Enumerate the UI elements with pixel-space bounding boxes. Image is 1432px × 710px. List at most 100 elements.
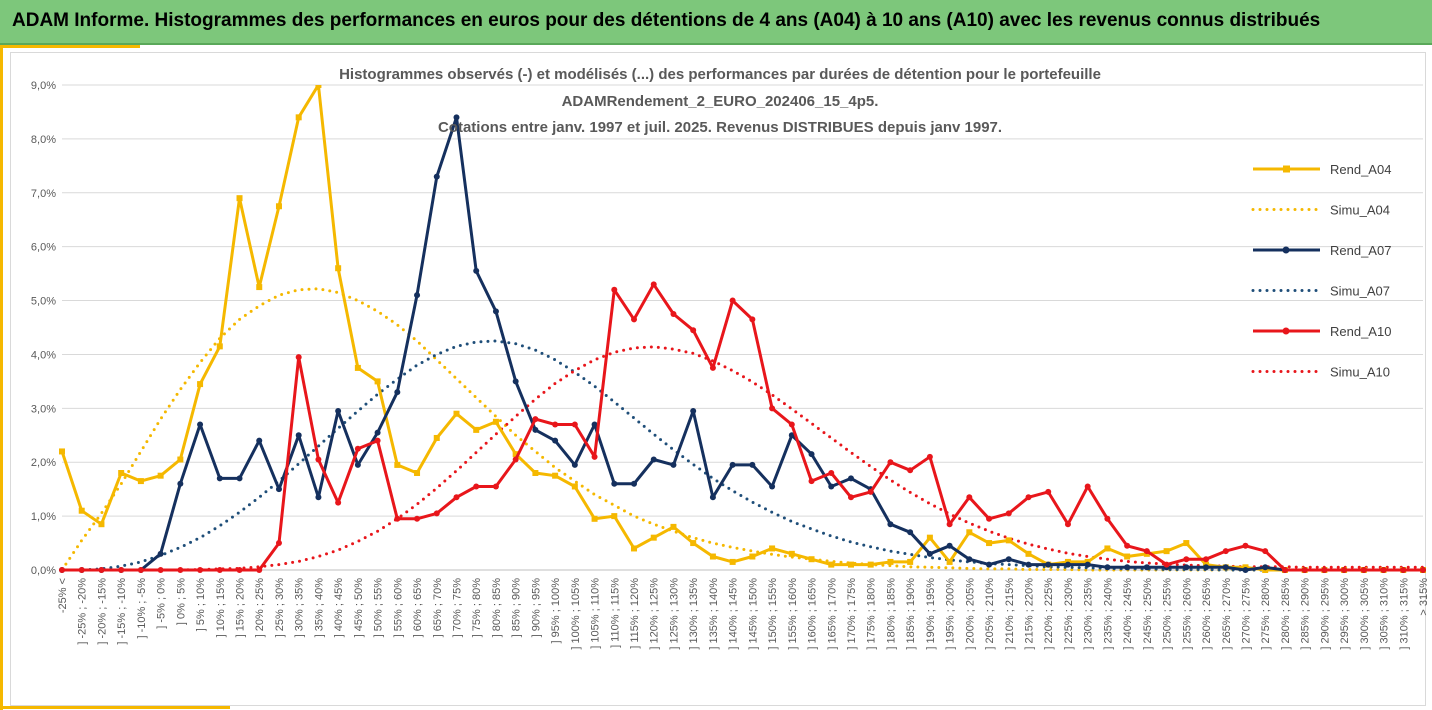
data-point [1025, 550, 1032, 557]
data-point [788, 432, 795, 439]
data-point [847, 494, 854, 501]
data-point [78, 567, 85, 573]
x-tick-label: ] 270% ; 275% [1240, 578, 1252, 650]
data-point [453, 494, 460, 501]
x-tick-label: ] 220% ; 225% [1043, 578, 1055, 650]
data-point [631, 480, 638, 487]
data-point [1242, 567, 1249, 573]
data-point [414, 470, 421, 476]
data-point [236, 475, 243, 482]
data-point [177, 567, 184, 573]
data-point [828, 470, 835, 476]
x-tick-label: ] 260% ; 265% [1201, 578, 1213, 650]
data-point [118, 567, 125, 573]
data-point [512, 451, 519, 458]
x-tick-label: ] 95% ; 100% [550, 578, 562, 644]
data-point [1045, 561, 1052, 568]
data-point [433, 434, 440, 441]
data-point [591, 453, 598, 460]
series-line-simu_a10 [60, 345, 1425, 572]
data-point [295, 432, 302, 439]
data-point [769, 483, 776, 490]
data-point [1143, 548, 1150, 555]
data-point [335, 499, 342, 506]
data-point [571, 483, 578, 490]
data-point [512, 456, 519, 463]
legend-label: Simu_A10 [1330, 365, 1390, 380]
chart-frame [10, 52, 1426, 706]
data-point [1222, 564, 1229, 571]
data-point [157, 550, 164, 557]
plot-area [59, 85, 1426, 573]
chart-title-line: Cotations entre janv. 1997 et juil. 2025… [438, 119, 1002, 136]
y-tick-label: 4,0% [31, 349, 56, 361]
data-point [946, 521, 953, 528]
data-point [256, 284, 263, 291]
data-point [335, 408, 342, 415]
data-point [591, 515, 598, 522]
data-point [729, 461, 736, 468]
accent-bar-left [0, 45, 3, 710]
data-point [670, 311, 677, 318]
data-point [374, 437, 381, 444]
data-point [1420, 567, 1426, 573]
y-tick-label: 5,0% [31, 296, 56, 308]
x-tick-label: ] 255% ; 260% [1181, 578, 1193, 650]
data-point [98, 521, 105, 528]
x-tick-label: -25% < [57, 578, 69, 613]
data-point [1163, 561, 1170, 568]
data-point [492, 308, 499, 315]
x-tick-label: ] 215% ; 220% [1024, 578, 1036, 650]
x-tick-label: ] 80% ; 85% [491, 578, 503, 638]
data-point [295, 114, 302, 121]
data-point [1380, 567, 1387, 573]
data-point [433, 510, 440, 517]
chart-title-line: ADAMRendement_2_EURO_202406_15_4p5. [562, 93, 879, 110]
data-point [946, 542, 953, 549]
x-tick-label: ] 10% ; 15% [215, 578, 227, 638]
data-point [1104, 515, 1111, 522]
legend: Rend_A04 Simu_A04 Rend_A07 Simu_A07 Rend_A10… [1251, 162, 1391, 380]
data-point [1222, 548, 1229, 555]
legend-marker [1282, 246, 1290, 254]
x-tick-label: ] 250% ; 255% [1162, 578, 1174, 650]
data-point [492, 418, 499, 425]
data-point [1005, 510, 1012, 517]
data-point [256, 567, 263, 573]
data-point [552, 437, 559, 444]
data-point [433, 173, 440, 180]
data-point [118, 470, 125, 476]
x-tick-label: ] 50% ; 55% [373, 578, 385, 638]
y-tick-label: 9,0% [31, 80, 56, 92]
data-point [1045, 488, 1052, 495]
data-point [216, 343, 223, 350]
data-point [157, 472, 164, 479]
x-tick-label: ] 190% ; 195% [925, 578, 937, 650]
data-point [1183, 556, 1190, 563]
data-point [887, 521, 894, 528]
x-tick-label: ] 30% ; 35% [294, 578, 306, 638]
data-point [137, 567, 144, 573]
y-tick-label: 3,0% [31, 403, 56, 415]
data-point [275, 540, 282, 547]
data-point [828, 483, 835, 490]
data-point [709, 494, 716, 501]
data-point [137, 478, 144, 485]
data-point [1124, 564, 1131, 571]
data-point [571, 461, 578, 468]
data-point [315, 456, 322, 463]
data-point [650, 456, 657, 463]
data-point [473, 483, 480, 490]
data-point [1281, 567, 1288, 573]
x-tick-label: ] 65% ; 70% [432, 578, 444, 638]
data-point [788, 421, 795, 428]
data-point [1005, 537, 1012, 544]
x-tick-label: ] 150% ; 155% [767, 578, 779, 650]
x-tick-label: ] 105% ; 110% [590, 578, 602, 649]
data-point [177, 456, 184, 463]
data-point [867, 488, 874, 495]
x-tick-label: ] 310% ; 315% [1398, 578, 1410, 650]
data-point [532, 416, 539, 423]
x-tick-label: ] -15% ; -10% [116, 578, 128, 645]
data-point [1360, 567, 1367, 573]
